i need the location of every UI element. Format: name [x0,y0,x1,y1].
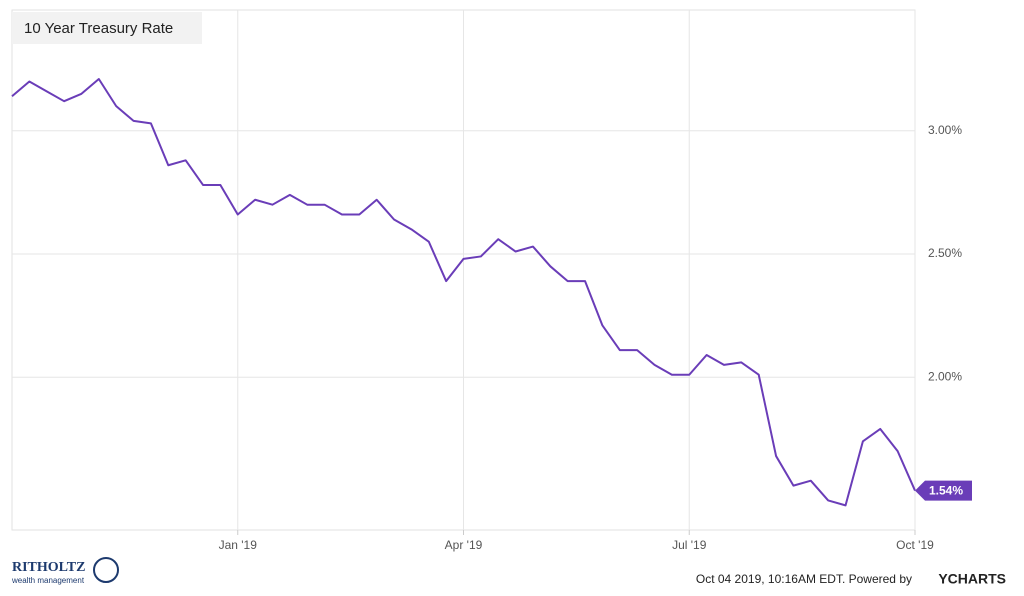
x-tick-label: Jan '19 [219,538,258,552]
y-tick-label: 3.00% [928,123,962,137]
line-series [11,78,916,507]
y-tick-label: 2.00% [928,369,962,383]
x-tick-label: Apr '19 [445,538,483,552]
footer-timestamp: Oct 04 2019, 10:16AM EDT. Powered by [696,572,912,586]
footer-brand: YCHARTS [938,571,1006,587]
logo-icon [93,557,119,583]
value-label-box [915,480,972,501]
x-tick-label: Jul '19 [672,538,707,552]
chart-title: 10 Year Treasury Rate [24,20,173,37]
value-label: 1.54% [929,484,963,498]
logo-tagline: wealth management [11,576,85,585]
y-tick-label: 2.50% [928,246,962,260]
logo-name: RITHOLTZ [12,560,85,575]
title-box [12,12,202,44]
x-tick-label: Oct '19 [896,538,934,552]
